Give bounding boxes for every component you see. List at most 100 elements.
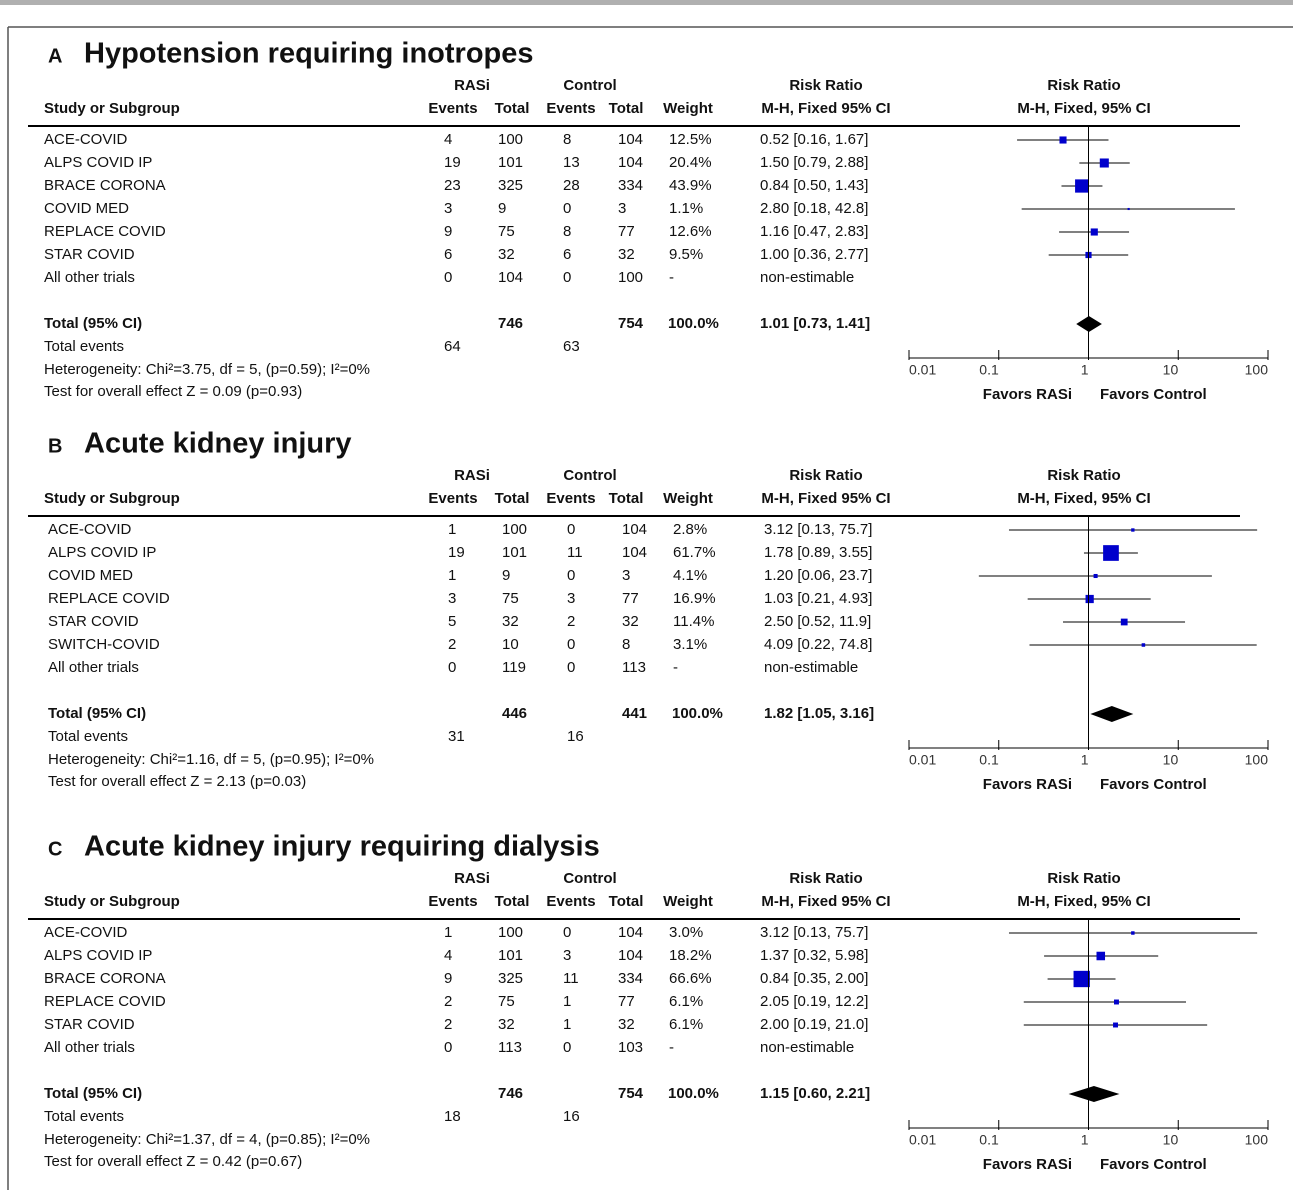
weight: 12.5% [669,131,712,148]
rasi-total: 325 [498,970,523,987]
control-total: 441 [622,705,647,722]
control-events: 11 [563,970,579,987]
rasi-total: 101 [502,544,527,561]
rasi-events: 0 [444,1039,452,1056]
row-label: Total events [44,1108,124,1125]
control-total: 104 [622,544,647,561]
risk-ratio-ci: 1.50 [0.79, 2.88] [760,154,868,171]
weight-box [1073,970,1090,988]
rasi-events: 1 [448,567,456,584]
control-events: 63 [563,338,580,355]
panel-letter: C [48,838,62,860]
study-name: ALPS COVID IP [44,154,152,171]
control-total: 8 [622,636,630,653]
weight: 3.0% [669,924,703,941]
control-events: 0 [567,567,575,584]
weight: 61.7% [673,544,716,561]
control-total: 32 [618,246,635,263]
rasi-total: 9 [498,200,506,217]
control-events: 1 [563,993,571,1010]
header-events: Events [428,893,477,910]
header-rasi: RASi [454,77,490,94]
weight: - [673,659,678,676]
weight-box [1120,618,1128,626]
header-control: Control [563,870,616,887]
x-tick-label: 0.01 [909,1132,936,1148]
control-total: 3 [622,567,630,584]
favors-right: Favors Control [1100,386,1207,403]
x-tick-label: 1 [1081,362,1089,378]
study-name: ACE-COVID [44,924,128,941]
rasi-total: 9 [502,567,510,584]
risk-ratio-ci: 2.00 [0.19, 21.0] [760,1016,868,1033]
header-rasi: RASi [454,467,490,484]
risk-ratio-ci: 3.12 [0.13, 75.7] [760,924,868,941]
control-events: 0 [563,924,571,941]
total-diamond [1090,706,1134,722]
control-events: 6 [563,246,571,263]
header-plot-ci: M-H, Fixed, 95% CI [1017,100,1150,117]
control-events: 3 [567,590,575,607]
rasi-total: 32 [498,1016,515,1033]
x-tick-label: 10 [1163,752,1179,768]
x-tick-label: 1 [1081,1132,1089,1148]
rasi-events: 1 [444,924,452,941]
header-rr-ci: M-H, Fixed 95% CI [761,100,890,117]
control-total: 32 [618,1016,635,1033]
header-total: Total [609,100,644,117]
rasi-events: 0 [444,269,452,286]
header-total: Total [495,100,530,117]
control-events: 28 [563,177,580,194]
risk-ratio-ci: 2.50 [0.52, 11.9] [764,613,871,630]
rasi-events: 6 [444,246,452,263]
control-total: 100 [618,269,643,286]
study-name: REPLACE COVID [44,223,166,240]
header-plot-ci: M-H, Fixed, 95% CI [1017,893,1150,910]
header-events: Events [546,490,595,507]
header-rasi: RASi [454,870,490,887]
rasi-total: 746 [498,315,523,332]
study-name: REPLACE COVID [48,590,170,607]
weight: 100.0% [672,705,723,722]
risk-ratio-ci: 2.80 [0.18, 42.8] [760,200,868,217]
panel-letter: A [48,45,62,67]
overall-effect: Test for overall effect Z = 2.13 (p=0.03… [48,773,306,790]
header-plot-risk-ratio: Risk Ratio [1047,467,1120,484]
favors-left: Favors RASi [983,1156,1072,1173]
header-risk-ratio: Risk Ratio [789,870,862,887]
header-plot-risk-ratio: Risk Ratio [1047,870,1120,887]
weight: 16.9% [673,590,716,607]
rasi-events: 3 [448,590,456,607]
rasi-total: 101 [498,154,523,171]
study-name: BRACE CORONA [44,177,166,194]
total-diamond [1076,316,1102,332]
rasi-events: 19 [444,154,461,171]
rasi-events: 2 [448,636,456,653]
header-control: Control [563,467,616,484]
panel-letter: B [48,435,62,457]
weight: 43.9% [669,177,712,194]
weight: 2.8% [673,521,707,538]
weight: 9.5% [669,246,703,263]
rasi-total: 32 [498,246,515,263]
header-events: Events [546,100,595,117]
overall-effect: Test for overall effect Z = 0.42 (p=0.67… [44,1153,302,1170]
control-events: 8 [563,223,571,240]
header-rr-ci: M-H, Fixed 95% CI [761,893,890,910]
header-events: Events [428,100,477,117]
weight: 20.4% [669,154,712,171]
weight: 4.1% [673,567,707,584]
header-plot-ci: M-H, Fixed, 95% CI [1017,490,1150,507]
control-events: 0 [563,200,571,217]
x-tick-label: 10 [1163,362,1179,378]
heterogeneity: Heterogeneity: Chi²=1.16, df = 5, (p=0.9… [48,751,374,768]
risk-ratio-ci: 1.82 [1.05, 3.16] [764,705,874,722]
study-name: ACE-COVID [44,131,128,148]
favors-right: Favors Control [1100,776,1207,793]
rasi-events: 19 [448,544,465,561]
header-total: Total [495,490,530,507]
study-name: STAR COVID [48,613,139,630]
study-name: All other trials [48,659,139,676]
control-total: 334 [618,177,643,194]
risk-ratio-ci: 1.01 [0.73, 1.41] [760,315,870,332]
